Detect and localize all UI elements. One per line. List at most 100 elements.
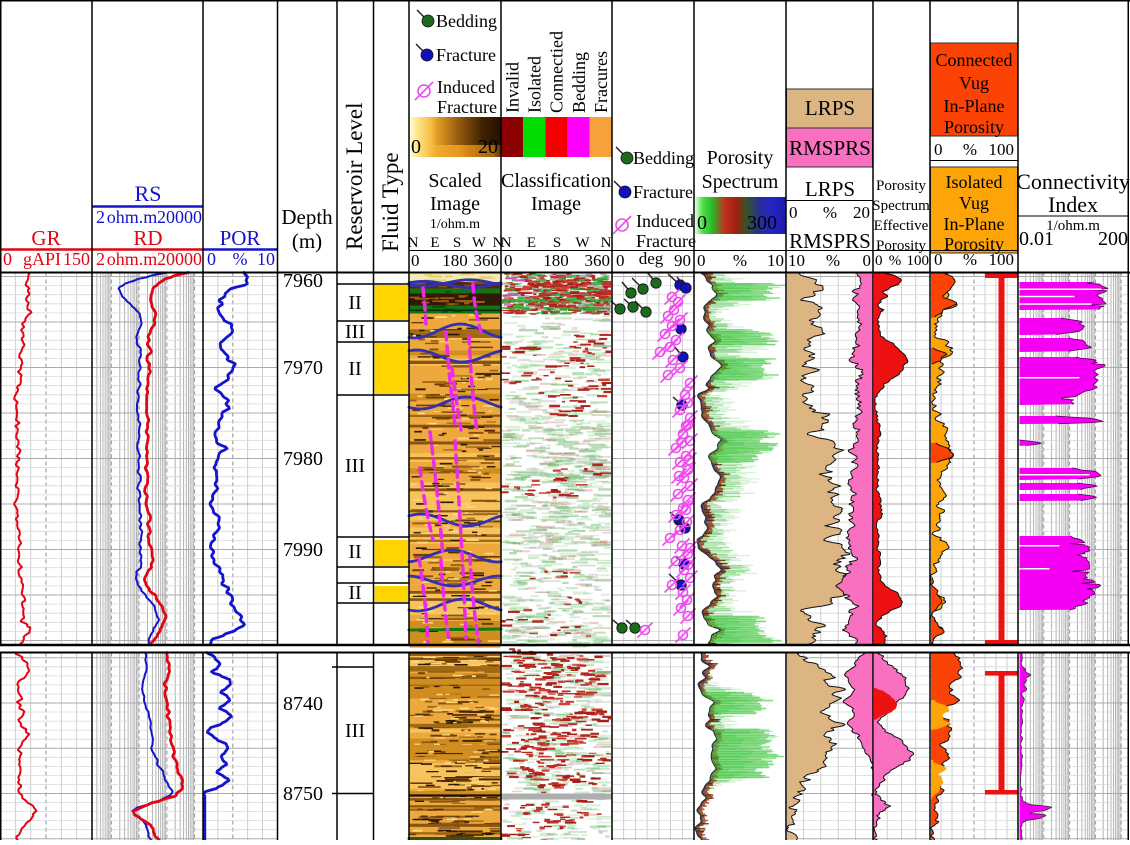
svg-text:II: II xyxy=(348,541,361,563)
svg-text:Depth: Depth xyxy=(281,205,333,229)
svg-text:Induced: Induced xyxy=(437,77,495,97)
svg-text:In-Plane: In-Plane xyxy=(944,96,1005,116)
svg-text:0: 0 xyxy=(875,253,883,269)
svg-text:E: E xyxy=(430,235,439,251)
svg-text:W: W xyxy=(575,235,590,251)
svg-text:7970: 7970 xyxy=(283,357,323,379)
svg-text:360: 360 xyxy=(474,251,500,270)
svg-text:N: N xyxy=(601,235,612,251)
svg-text:Porosity: Porosity xyxy=(944,234,1004,254)
svg-text:S: S xyxy=(553,235,561,251)
svg-text:150: 150 xyxy=(63,249,90,269)
svg-text:Connectivity: Connectivity xyxy=(1016,169,1130,194)
svg-text:(m): (m) xyxy=(292,229,322,253)
svg-text:%: % xyxy=(963,250,977,269)
svg-text:gAPI: gAPI xyxy=(23,249,61,269)
svg-text:Effective: Effective xyxy=(874,218,929,234)
svg-text:S: S xyxy=(453,235,461,251)
svg-text:Classification: Classification xyxy=(501,170,611,192)
svg-text:Fracures: Fracures xyxy=(591,51,611,113)
svg-text:10: 10 xyxy=(257,249,275,269)
svg-text:RMSPRS: RMSPRS xyxy=(789,136,871,160)
svg-text:II: II xyxy=(348,582,361,604)
svg-text:Induced: Induced xyxy=(636,211,694,231)
svg-text:0: 0 xyxy=(863,251,872,270)
svg-text:200: 200 xyxy=(1098,228,1128,250)
svg-text:II: II xyxy=(348,358,361,380)
svg-text:Porosity: Porosity xyxy=(944,117,1004,137)
svg-text:Connected: Connected xyxy=(936,50,1013,70)
svg-text:Reservoir Level: Reservoir Level xyxy=(342,102,367,250)
svg-text:ohm.m: ohm.m xyxy=(107,207,158,227)
svg-text:100: 100 xyxy=(907,253,930,269)
svg-text:III: III xyxy=(345,455,365,477)
svg-text:In-Plane: In-Plane xyxy=(944,214,1005,234)
svg-text:0: 0 xyxy=(411,136,421,158)
svg-text:LRPS: LRPS xyxy=(805,177,855,201)
svg-text:Porosity: Porosity xyxy=(707,147,774,169)
svg-text:1/ohm.m: 1/ohm.m xyxy=(430,217,480,232)
svg-text:0: 0 xyxy=(934,250,943,269)
svg-text:Invalid: Invalid xyxy=(502,62,522,113)
svg-text:Fracture: Fracture xyxy=(636,231,696,251)
svg-text:Spectrum: Spectrum xyxy=(872,198,930,214)
svg-text:Vug: Vug xyxy=(959,73,989,93)
svg-text:N: N xyxy=(501,235,512,251)
svg-text:Porosity: Porosity xyxy=(876,238,927,254)
svg-text:0: 0 xyxy=(789,203,798,222)
svg-text:Fracture: Fracture xyxy=(633,182,693,202)
svg-text:7980: 7980 xyxy=(283,448,323,470)
svg-text:1/ohm.m: 1/ohm.m xyxy=(1046,218,1100,234)
svg-text:Porosity: Porosity xyxy=(876,178,927,194)
svg-text:10: 10 xyxy=(767,251,784,270)
svg-text:90: 90 xyxy=(674,251,691,270)
svg-text:ohm.m: ohm.m xyxy=(107,249,158,269)
svg-text:Spectrum: Spectrum xyxy=(702,171,779,193)
svg-text:Isolated: Isolated xyxy=(946,172,1003,192)
svg-text:0: 0 xyxy=(411,251,420,270)
svg-text:deg: deg xyxy=(639,249,664,268)
svg-text:III: III xyxy=(345,720,365,742)
svg-text:E: E xyxy=(527,235,536,251)
svg-text:Scaled: Scaled xyxy=(428,170,481,192)
svg-text:RD: RD xyxy=(133,226,162,250)
svg-text:Bedding: Bedding xyxy=(633,148,694,168)
svg-text:%: % xyxy=(963,140,977,159)
svg-text:20: 20 xyxy=(478,136,498,158)
svg-text:Isolated: Isolated xyxy=(525,56,545,113)
svg-text:0: 0 xyxy=(934,140,943,159)
svg-text:180: 180 xyxy=(442,251,468,270)
svg-text:Bedding: Bedding xyxy=(436,11,497,31)
svg-text:%: % xyxy=(889,253,902,269)
svg-text:2: 2 xyxy=(96,207,105,227)
svg-text:Fracture: Fracture xyxy=(436,45,496,65)
svg-text:Index: Index xyxy=(1048,192,1098,217)
svg-text:20000: 20000 xyxy=(157,207,202,227)
svg-text:2: 2 xyxy=(96,249,105,269)
svg-text:8750: 8750 xyxy=(283,783,323,805)
svg-text:RS: RS xyxy=(135,181,162,206)
svg-text:20000: 20000 xyxy=(157,249,202,269)
svg-text:N: N xyxy=(408,235,419,251)
svg-text:0: 0 xyxy=(504,251,513,270)
svg-text:0: 0 xyxy=(697,251,706,270)
svg-text:0: 0 xyxy=(3,249,12,269)
svg-text:0: 0 xyxy=(207,249,216,269)
svg-text:III: III xyxy=(345,321,365,343)
svg-text:Bedding: Bedding xyxy=(569,52,589,113)
svg-text:II: II xyxy=(348,292,361,314)
svg-text:10: 10 xyxy=(788,251,805,270)
svg-text:Fluid Type: Fluid Type xyxy=(378,152,403,252)
svg-text:7960: 7960 xyxy=(283,270,323,292)
svg-text:RMSPRS: RMSPRS xyxy=(789,229,871,253)
svg-text:LRPS: LRPS xyxy=(805,96,855,120)
svg-text:180: 180 xyxy=(543,251,569,270)
svg-text:Image: Image xyxy=(531,193,581,215)
svg-text:20: 20 xyxy=(853,203,870,222)
svg-text:0.01: 0.01 xyxy=(1019,228,1054,250)
svg-text:8740: 8740 xyxy=(283,693,323,715)
svg-text:0: 0 xyxy=(616,251,625,270)
svg-text:POR: POR xyxy=(220,226,261,250)
svg-text:360: 360 xyxy=(585,251,611,270)
svg-text:Connectied: Connectied xyxy=(547,31,567,113)
